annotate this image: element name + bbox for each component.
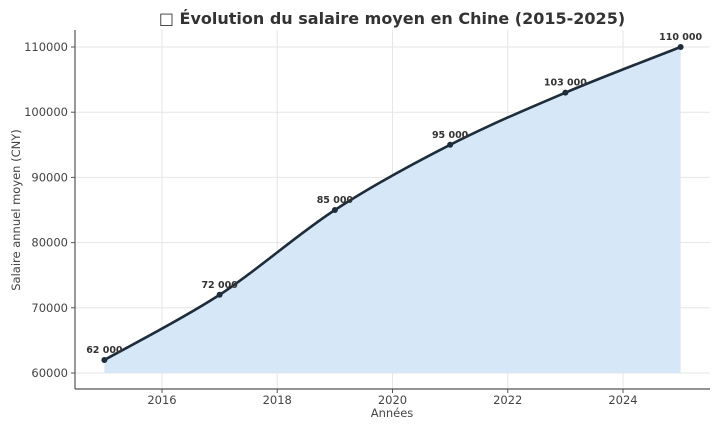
x-tick-label: 2024 xyxy=(608,393,637,407)
area-fill xyxy=(104,47,681,373)
x-axis-ticks: 2016 2018 2020 2022 2024 xyxy=(147,389,638,407)
y-axis-label: Salaire annuel moyen (CNY) xyxy=(9,129,23,291)
data-label: 110 000 xyxy=(659,32,702,43)
data-label: 85 000 xyxy=(317,195,354,206)
chart-title: □ Évolution du salaire moyen en Chine (2… xyxy=(159,9,625,28)
x-tick-label: 2022 xyxy=(493,393,522,407)
data-point xyxy=(677,44,684,50)
y-tick-label: 90000 xyxy=(31,170,68,184)
x-tick-label: 2020 xyxy=(378,393,407,407)
data-label: 103 000 xyxy=(544,78,587,89)
y-axis-ticks: 60000 70000 80000 90000 100000 110000 xyxy=(24,40,75,380)
y-tick-label: 100000 xyxy=(24,105,68,119)
y-tick-label: 60000 xyxy=(31,366,68,380)
y-tick-label: 70000 xyxy=(31,301,68,315)
data-label: 72 000 xyxy=(201,280,238,291)
y-tick-label: 110000 xyxy=(24,40,68,54)
data-point xyxy=(101,356,108,363)
data-markers xyxy=(101,44,684,363)
data-point xyxy=(447,141,454,148)
x-tick-label: 2016 xyxy=(147,393,176,407)
data-labels: 62 000 72 000 85 000 95 000 103 000 110 000 xyxy=(86,32,702,356)
x-tick-label: 2018 xyxy=(263,393,292,407)
data-point xyxy=(216,291,223,298)
data-point xyxy=(562,89,569,96)
series-line xyxy=(103,45,682,362)
y-tick-label: 80000 xyxy=(31,236,68,250)
x-axis-label: Années xyxy=(371,406,414,420)
data-label: 95 000 xyxy=(432,130,469,141)
data-label: 62 000 xyxy=(86,345,123,356)
data-point xyxy=(331,207,338,213)
